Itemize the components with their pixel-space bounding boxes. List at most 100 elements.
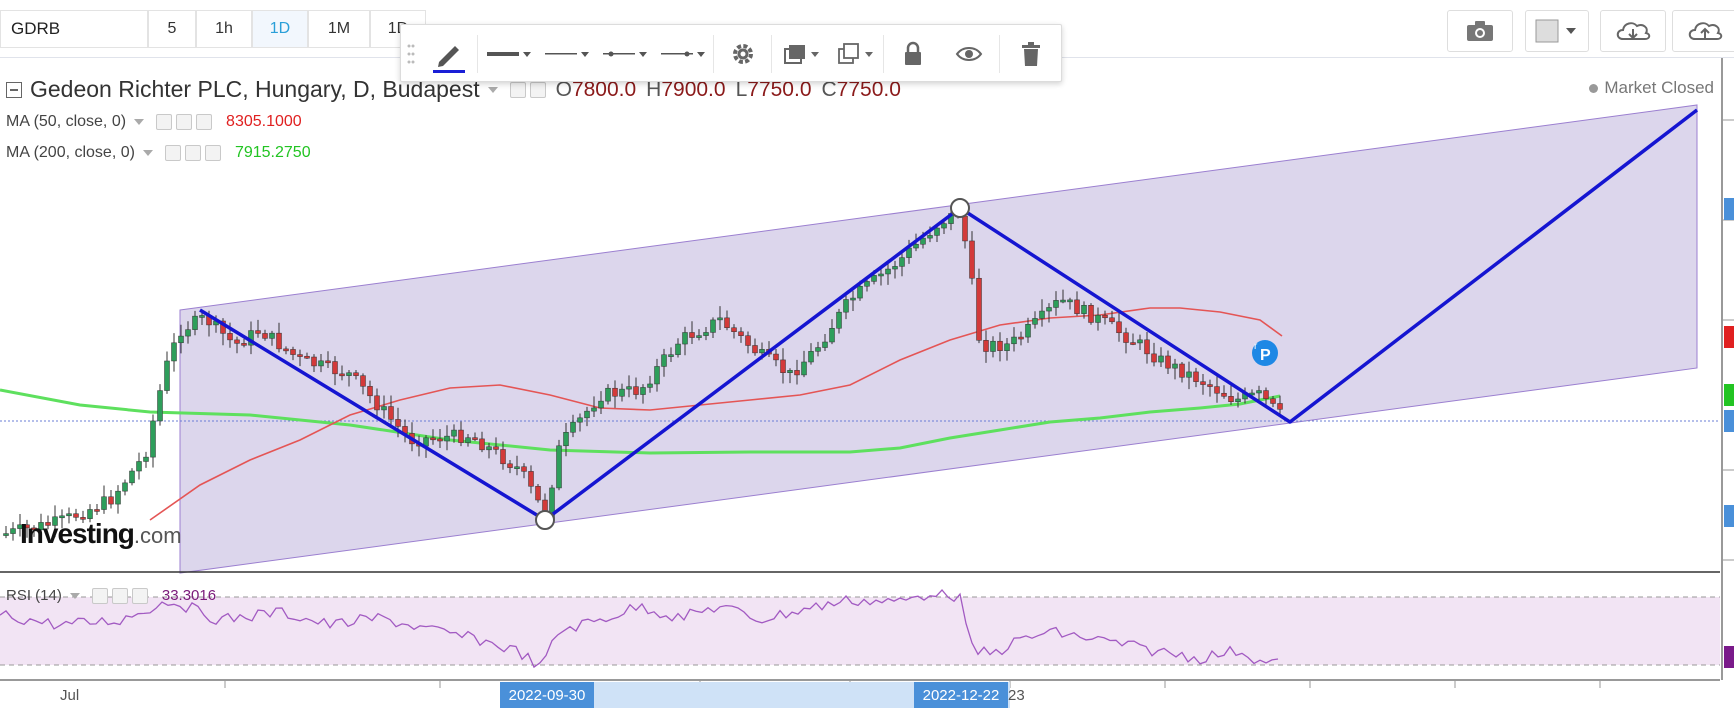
interval-label: 5 xyxy=(167,20,177,37)
symbol-text: GDRB xyxy=(11,19,61,38)
pattern-handle[interactable] xyxy=(950,198,970,218)
main-pane: P r xyxy=(0,104,1720,574)
brand-suffix: .com xyxy=(133,523,182,548)
candle xyxy=(507,463,513,468)
clone-button[interactable] xyxy=(829,25,881,83)
candle xyxy=(234,339,240,344)
candle xyxy=(1214,386,1220,394)
save-chart-button[interactable] xyxy=(1672,10,1734,52)
parallel-channel[interactable] xyxy=(179,104,1698,574)
candle xyxy=(171,342,177,362)
ma200-label: MA (200, close, 0) xyxy=(6,144,135,161)
interval-5-button[interactable]: 5 xyxy=(148,10,196,48)
candle xyxy=(395,419,401,427)
candle xyxy=(1221,392,1227,397)
load-chart-button[interactable] xyxy=(1600,10,1666,52)
eye-icon[interactable] xyxy=(91,587,108,604)
layers-icon xyxy=(784,45,819,64)
candle xyxy=(318,360,324,367)
svg-text:P: P xyxy=(1260,347,1271,364)
candle xyxy=(1039,310,1045,319)
candle xyxy=(857,286,863,299)
ohlc-close-value: 7750.0 xyxy=(836,77,901,101)
delete-button[interactable] xyxy=(1003,25,1059,83)
ma200-axis-marker xyxy=(1724,384,1734,406)
rsi-band xyxy=(0,597,1720,665)
candle xyxy=(815,347,821,352)
candle xyxy=(297,354,303,357)
candle xyxy=(689,332,695,338)
axis-marker xyxy=(1724,505,1734,527)
rsi-line xyxy=(0,589,1279,669)
eye-icon[interactable] xyxy=(509,81,526,98)
pencil-icon xyxy=(433,46,465,73)
chevron-down-icon[interactable] xyxy=(134,119,145,125)
eye-icon xyxy=(955,47,983,61)
market-status-text: Market Closed xyxy=(1604,78,1714,97)
interval-1m-button[interactable]: 1M xyxy=(308,10,370,48)
candle xyxy=(227,333,233,341)
gear-icon[interactable] xyxy=(529,81,546,98)
symbol-input[interactable]: GDRB xyxy=(0,10,148,48)
drag-handle[interactable] xyxy=(401,25,421,83)
drag-handle-icon xyxy=(407,44,415,64)
candle xyxy=(570,421,576,433)
candle xyxy=(108,496,114,505)
candle xyxy=(38,522,44,531)
chevron-down-icon[interactable] xyxy=(142,150,153,156)
candle xyxy=(360,375,366,387)
candle xyxy=(1032,318,1038,325)
candle xyxy=(612,387,618,397)
visibility-button[interactable] xyxy=(941,25,997,83)
chevron-down-icon[interactable] xyxy=(69,592,80,599)
settings-button[interactable] xyxy=(717,25,769,83)
cloud-upload-icon xyxy=(1688,22,1723,40)
eye-icon[interactable] xyxy=(156,114,173,130)
candle xyxy=(241,343,247,346)
lock-button[interactable] xyxy=(887,25,939,83)
collapse-legend-icon[interactable] xyxy=(6,81,22,98)
candle xyxy=(388,406,394,420)
screenshot-button[interactable] xyxy=(1447,10,1513,52)
candle xyxy=(1277,403,1283,410)
candle xyxy=(87,509,93,519)
candle xyxy=(1179,363,1185,378)
line-end-button[interactable] xyxy=(655,25,711,83)
candle xyxy=(920,237,926,245)
pivot-badge[interactable]: P r xyxy=(1252,340,1278,366)
line-style-button[interactable] xyxy=(539,25,595,83)
candle xyxy=(1200,381,1206,385)
pattern-handle[interactable] xyxy=(535,510,555,530)
candle xyxy=(808,351,814,363)
candle xyxy=(514,466,520,469)
gear-icon[interactable] xyxy=(111,587,128,604)
candle xyxy=(871,275,877,282)
price-chart[interactable]: P r xyxy=(0,58,1734,712)
line-width-button[interactable] xyxy=(481,25,537,83)
candle xyxy=(444,435,450,442)
candle xyxy=(115,490,121,505)
candle xyxy=(1018,336,1024,340)
candle xyxy=(17,524,23,529)
line-start-button[interactable] xyxy=(597,25,653,83)
candle xyxy=(451,429,457,437)
gear-icon[interactable] xyxy=(176,114,193,130)
candle xyxy=(1116,321,1122,334)
interval-1d-button[interactable]: 1D xyxy=(252,10,308,48)
close-icon[interactable] xyxy=(196,114,213,130)
interval-1h-button[interactable]: 1h xyxy=(196,10,252,48)
candle xyxy=(311,356,317,367)
ohlc-low-value: 7750.0 xyxy=(747,77,812,101)
eye-icon[interactable] xyxy=(164,145,181,161)
arrange-button[interactable] xyxy=(775,25,827,83)
close-icon[interactable] xyxy=(131,587,148,604)
candle xyxy=(1109,317,1115,323)
candle xyxy=(640,387,646,395)
gear-icon[interactable] xyxy=(184,145,201,161)
candle xyxy=(367,386,373,397)
color-picker-button[interactable] xyxy=(1525,10,1589,52)
chevron-down-icon[interactable] xyxy=(487,86,498,93)
close-icon[interactable] xyxy=(204,145,221,161)
line-color-button[interactable] xyxy=(423,25,475,83)
candle xyxy=(1067,299,1073,303)
